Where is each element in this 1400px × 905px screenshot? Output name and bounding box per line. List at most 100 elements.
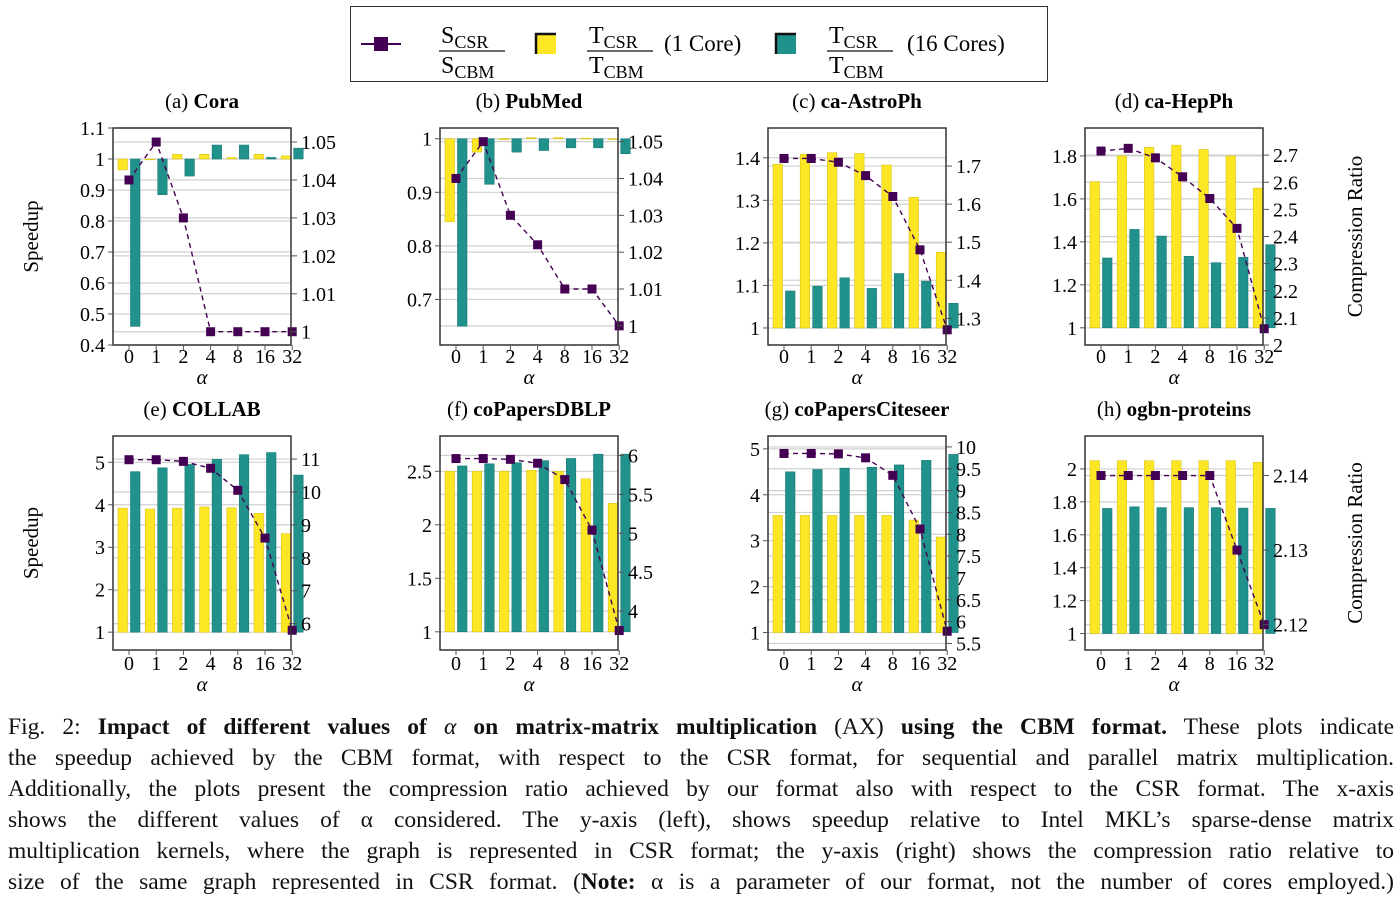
panel-c-bar-16-cores xyxy=(921,280,932,329)
panel-g-ytick-right-label: 8 xyxy=(956,524,966,546)
panel-c-bar-16-cores xyxy=(866,288,877,329)
panel-g-ytick-right-label: 8.5 xyxy=(956,502,981,524)
panel-c-compression-marker xyxy=(942,325,952,335)
panel-h-ytick-left-label: 1.2 xyxy=(1052,591,1077,613)
legend-marker-sample xyxy=(374,37,388,51)
panel-e-bar-1-core xyxy=(117,507,128,633)
panel-b-compression-line xyxy=(455,140,620,327)
panel-b-bar-1-core xyxy=(580,137,591,140)
panel-e-compression-marker xyxy=(151,455,161,465)
panel-b-bar-1-core xyxy=(607,138,619,140)
panel-h-compression-marker xyxy=(1123,471,1133,481)
panel-g-bar-16-cores xyxy=(866,466,877,633)
panel-d-xtick-label: 32 xyxy=(1254,346,1274,368)
panel-e-xtick-label: 2 xyxy=(178,653,188,675)
panel-a-compression-marker xyxy=(260,327,270,337)
panel-h-ytick-left-label: 2 xyxy=(1067,459,1077,481)
panel-h-ytick-left-label: 1 xyxy=(1067,624,1077,646)
panel-c-ytick-left-label: 1.3 xyxy=(735,190,760,212)
panel-e-compression-marker xyxy=(260,533,270,543)
panel-g-xtick-label: 2 xyxy=(833,653,843,675)
panel-g-ytick-right-label: 6 xyxy=(956,612,966,634)
panel-g-xtick-label: 8 xyxy=(888,653,898,675)
panel-g-ytick-left-label: 1 xyxy=(750,623,760,645)
panel-d-ytick-right-label: 2.5 xyxy=(1273,199,1298,221)
panel-h-xtick-label: 8 xyxy=(1205,653,1215,675)
panel-a-bar-16-cores xyxy=(293,147,304,160)
panel-f-compression-marker xyxy=(451,454,461,464)
panel-d-ytick-left-label: 1.4 xyxy=(1052,232,1077,254)
panel-h-xtick-label: 32 xyxy=(1254,653,1274,675)
legend-time-1-core-denominator: TCBM xyxy=(589,53,644,82)
panel-e-ytick-right-label: 10 xyxy=(301,482,321,504)
panel-f-bar-16-cores xyxy=(620,453,631,633)
panel-c-bar-1-core xyxy=(772,163,783,329)
panel-f-xtick-label: 0 xyxy=(451,653,461,675)
caption-title-part-b: on matrix-matrix multiplication xyxy=(473,714,818,740)
panel-f-ytick-left-label: 2 xyxy=(422,515,432,537)
caption-last-prefix: size of the same graph represented in CS… xyxy=(8,869,581,895)
panel-d-xtick-label: 8 xyxy=(1205,346,1215,368)
panel-f-bar-1-core xyxy=(471,471,483,633)
panel-g-compression-marker xyxy=(942,626,952,636)
panel-e-xlabel: α xyxy=(196,672,208,696)
panel-e-bar-1-core xyxy=(199,506,210,633)
panel-g: (g) coPapersCiteseer123455.566.577.588.5… xyxy=(750,397,981,696)
panel-h-xlabel: α xyxy=(1168,672,1180,696)
panel-f-ytick-left-label: 1 xyxy=(422,622,432,644)
panel-b-bar-1-core xyxy=(499,138,510,141)
panel-h-bar-1-core xyxy=(1089,460,1100,634)
panel-g-bar-1-core xyxy=(772,515,783,633)
panel-d-bar-1-core xyxy=(1116,155,1127,329)
panel-g-ytick-right-label: 10 xyxy=(956,437,976,459)
panel-a-ytick-left-label: 0.9 xyxy=(80,180,105,202)
panel-b-ytick-left-label: 0.7 xyxy=(407,289,432,311)
panel-g-ytick-right-label: 7 xyxy=(956,568,966,590)
panel-b-ytick-right-label: 1.02 xyxy=(628,242,663,264)
caption-ax: (AX) xyxy=(834,714,884,740)
panel-f-xlabel: α xyxy=(523,672,535,696)
panel-a-bar-1-core xyxy=(199,154,210,160)
panel-f-bar-1-core xyxy=(444,471,455,633)
panel-b-bar-16-cores xyxy=(620,138,631,155)
panel-f-compression-marker xyxy=(478,454,488,464)
panel-g-compression-marker xyxy=(915,524,925,534)
panel-d-ytick-left-label: 1.2 xyxy=(1052,275,1077,297)
panel-b-bar-16-cores xyxy=(593,138,604,149)
panel-c-ytick-left-label: 1.1 xyxy=(735,275,760,297)
panel-g-bar-1-core xyxy=(827,515,838,633)
panel-a-plot-frame xyxy=(112,127,292,346)
panel-d-ytick-right-label: 2.1 xyxy=(1273,308,1298,330)
panel-a-compression-line xyxy=(128,140,293,333)
panel-d-compression-marker xyxy=(1232,223,1242,233)
panel-c-bar-1-core xyxy=(827,152,838,329)
panel-g-bar-16-cores xyxy=(812,469,823,633)
panel-g-xtick-label: 0 xyxy=(779,653,789,675)
panel-a-compression-marker xyxy=(151,137,161,147)
caption-last-suffix: α is a parameter of our format, not the … xyxy=(635,869,1394,895)
panel-h-compression-marker xyxy=(1232,545,1242,555)
panel-c-ytick-left-label: 1.4 xyxy=(735,148,760,170)
panel-b-xlabel: α xyxy=(523,365,535,389)
panel-f-xtick-label: 2 xyxy=(505,653,515,675)
panel-g-bar-16-cores xyxy=(839,467,850,633)
panel-g-ytick-right-label: 5.5 xyxy=(956,633,981,655)
caption-alpha: α xyxy=(443,714,457,740)
panel-g-ytick-left-label: 5 xyxy=(750,439,760,461)
panel-c: (c) ca-AstroPh 1 1.1 1.2 1.3 1.4 1.3 1.4 1.5 1.6 1… xyxy=(735,89,981,389)
panel-g-xtick-label: 1 xyxy=(806,653,816,675)
panel-d-xtick-label: 4 xyxy=(1178,346,1188,368)
panel-b-ytick-left-label: 1 xyxy=(422,129,432,151)
panel-h-ytick-right-label: 2.13 xyxy=(1273,540,1308,562)
panel-b-bar-16-cores xyxy=(484,138,495,185)
panel-f-xtick-label: 1 xyxy=(478,653,488,675)
panel-b-xtick-label: 4 xyxy=(533,346,543,368)
panel-c-ytick-left-label: 1 xyxy=(750,318,760,340)
panel-b-ytick-right-label: 1 xyxy=(628,316,638,338)
panel-e-ytick-right-label: 6 xyxy=(301,614,311,636)
panel-b-compression-marker xyxy=(533,240,543,250)
panel-g-bar-16-cores xyxy=(785,471,796,633)
panel-d-compression-marker xyxy=(1178,172,1188,182)
panel-g-ytick-left-label: 4 xyxy=(750,485,760,507)
panel-h: (h) ogbn-proteins 1 1.2 1.4 1.6 1.8 2 2.12 2.13 2… xyxy=(1052,397,1367,696)
